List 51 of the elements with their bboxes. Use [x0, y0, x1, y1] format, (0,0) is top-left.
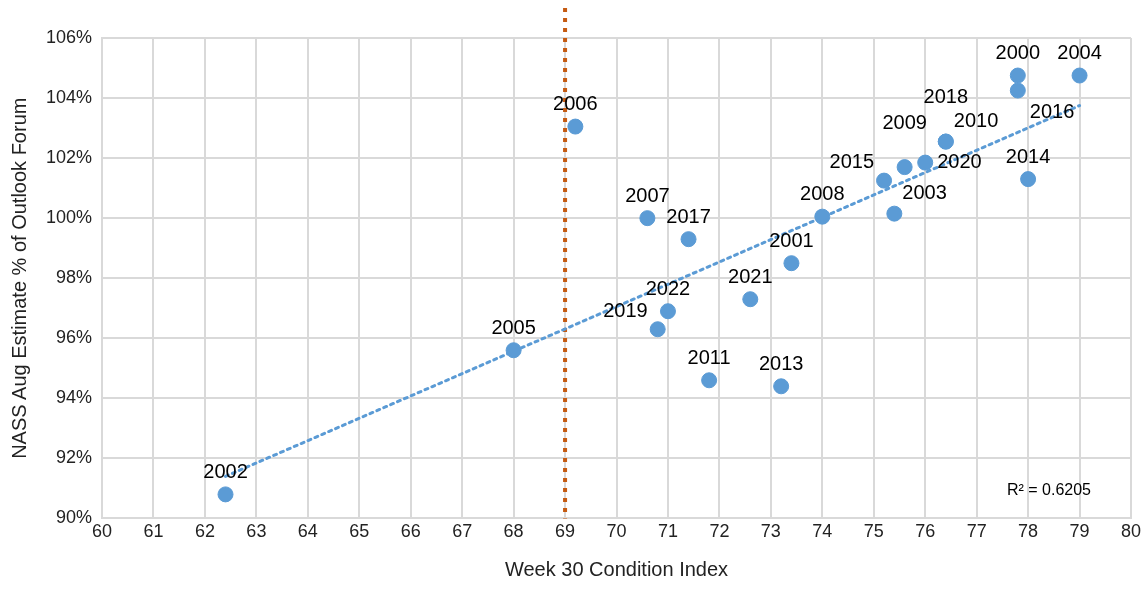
x-tick-label: 75: [863, 521, 884, 542]
x-axis-title: Week 30 Condition Index: [504, 557, 729, 580]
x-tick-label: 68: [503, 521, 524, 542]
y-tick-label: 98%: [56, 267, 93, 288]
annotation: 2007: [625, 183, 670, 206]
x-tick-label: 73: [760, 521, 781, 542]
x-tick-label: 77: [966, 521, 987, 542]
annotation: 2015: [829, 150, 875, 173]
annotation: 2017: [666, 204, 711, 227]
annotation: 2005: [491, 315, 536, 338]
x-tick-label: 65: [349, 521, 370, 542]
annotation: 2021: [728, 264, 773, 287]
y-tick-label: 102%: [45, 147, 93, 168]
annotation: 2019: [603, 298, 648, 321]
x-tick-label: 71: [657, 521, 678, 542]
annotation: 2004: [1057, 41, 1102, 64]
y-tick-label: 92%: [56, 447, 93, 468]
x-tick-label: 63: [246, 521, 267, 542]
y-tick-label: 104%: [45, 87, 93, 108]
annotation: 2006: [553, 92, 598, 115]
x-tick-label: 78: [1018, 521, 1039, 542]
annotation: 2010: [953, 109, 999, 132]
x-tick-label: 60: [92, 521, 113, 542]
y-tick-label: 106%: [45, 26, 93, 47]
annotation: R² = 0.6205: [1006, 480, 1092, 498]
annotation: 2018: [923, 85, 969, 108]
y-axis-title: NASS Aug Estimate % of Outlook Forum: [7, 97, 30, 459]
annotation: 2000: [995, 41, 1041, 64]
y-tick-label: 94%: [56, 387, 93, 408]
y-tick-label: 96%: [56, 327, 93, 348]
y-tick-label: 100%: [45, 207, 93, 228]
y-tick-label: 90%: [56, 507, 93, 528]
x-tick-label: 80: [1120, 521, 1142, 542]
annotation: 2001: [769, 228, 814, 251]
x-tick-label: 67: [452, 521, 473, 542]
x-tick-label: 66: [400, 521, 421, 542]
x-tick-label: 70: [606, 521, 627, 542]
annotation: 2014: [1005, 144, 1051, 167]
annotation: 2003: [902, 181, 947, 204]
x-tick-label: 69: [555, 521, 576, 542]
annotation: 2013: [758, 351, 804, 374]
x-tick-label: 61: [143, 521, 164, 542]
x-tick-label: 64: [297, 521, 318, 542]
x-tick-label: 72: [709, 521, 730, 542]
x-tick-label: 79: [1069, 521, 1090, 542]
x-tick-label: 74: [812, 521, 833, 542]
annotation: 2011: [687, 345, 731, 368]
annotation: 2008: [800, 182, 845, 205]
annotation: 2009: [882, 110, 927, 133]
x-tick-label: 62: [194, 521, 215, 542]
x-tick-label: 76: [915, 521, 936, 542]
